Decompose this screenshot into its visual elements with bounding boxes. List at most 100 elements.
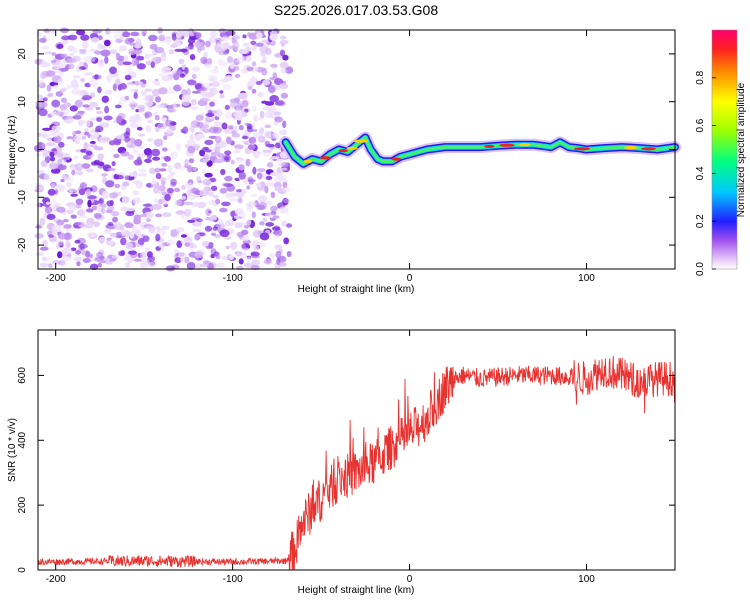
noise-speckle (248, 181, 254, 185)
noise-speckle (56, 43, 64, 49)
noise-speckle (242, 99, 249, 108)
noise-speckle (85, 188, 91, 197)
noise-speckle (259, 232, 270, 241)
noise-speckle (264, 124, 271, 129)
noise-speckle (45, 142, 56, 147)
noise-speckle (251, 46, 257, 51)
noise-speckle (107, 221, 114, 226)
noise-speckle (87, 232, 97, 238)
noise-speckle (224, 175, 233, 182)
colorbar-tick-label: 0.0 (695, 262, 706, 276)
noise-speckle (109, 232, 117, 237)
noise-speckle (264, 130, 272, 139)
noise-speckle (205, 208, 212, 216)
noise-speckle (94, 129, 101, 133)
noise-speckle (255, 42, 264, 47)
noise-speckle (73, 155, 79, 160)
noise-speckle (78, 66, 86, 70)
x-tick-label: 100 (578, 273, 595, 284)
noise-speckle (138, 168, 146, 174)
noise-speckle (227, 56, 234, 64)
noise-speckle (88, 79, 98, 87)
noise-speckle (121, 228, 126, 237)
noise-speckle (265, 175, 273, 181)
noise-speckle (123, 55, 129, 62)
noise-speckle (188, 36, 197, 40)
noise-speckle (78, 188, 86, 196)
noise-speckle (201, 82, 212, 89)
noise-speckle (155, 233, 161, 242)
noise-speckle (234, 73, 241, 78)
noise-speckle (129, 172, 135, 177)
noise-speckle (85, 107, 94, 111)
noise-speckle (49, 151, 55, 158)
noise-speckle (132, 197, 141, 205)
noise-speckle (277, 174, 287, 181)
noise-speckle (162, 212, 172, 218)
noise-speckle (225, 74, 234, 82)
noise-speckle (85, 150, 93, 156)
noise-speckle (234, 66, 240, 71)
noise-speckle (191, 201, 200, 208)
colorbar-tick-label: 0.4 (695, 166, 706, 180)
noise-speckle (155, 56, 162, 64)
noise-speckle (236, 103, 241, 112)
noise-speckle (195, 114, 204, 121)
noise-speckle (131, 226, 138, 233)
spectrogram-y-label: Frequency (Hz) (7, 116, 18, 185)
noise-speckle (215, 254, 221, 260)
noise-speckle (200, 56, 208, 64)
noise-speckle (124, 175, 130, 181)
noise-speckle (55, 203, 61, 208)
colorbar-tick-label: 0.6 (695, 118, 706, 132)
noise-speckle (157, 185, 166, 192)
noise-speckle (147, 119, 154, 124)
noise-speckle (194, 252, 204, 259)
noise-speckle (89, 263, 99, 270)
noise-speckle (176, 29, 185, 37)
noise-speckle (75, 130, 82, 134)
noise-speckle (93, 221, 100, 228)
noise-speckle (36, 169, 45, 175)
noise-speckle (34, 233, 44, 239)
spectrogram-noise (33, 26, 294, 272)
noise-speckle (55, 91, 63, 97)
noise-speckle (250, 193, 258, 198)
noise-speckle (214, 146, 221, 154)
noise-speckle (177, 251, 186, 260)
noise-speckle (40, 160, 48, 168)
noise-speckle (236, 265, 244, 271)
noise-speckle (210, 232, 217, 236)
noise-speckle (85, 250, 90, 258)
noise-speckle (152, 80, 160, 84)
noise-speckle (155, 213, 163, 218)
y-tick-label: 200 (17, 496, 28, 513)
noise-speckle (219, 187, 228, 194)
noise-speckle (180, 234, 187, 238)
noise-speckle (78, 110, 86, 115)
ridge-peak (518, 143, 531, 147)
noise-speckle (119, 83, 127, 90)
noise-speckle (194, 233, 201, 241)
noise-speckle (199, 189, 209, 197)
noise-speckle (113, 153, 120, 159)
noise-speckle (158, 34, 166, 42)
noise-speckle (238, 164, 245, 171)
noise-speckle (209, 30, 218, 38)
noise-speckle (274, 244, 283, 250)
noise-speckle (236, 252, 242, 257)
noise-speckle (68, 189, 74, 194)
noise-speckle (242, 42, 250, 47)
noise-speckle (274, 142, 282, 149)
noise-speckle (129, 42, 136, 46)
noise-speckle (208, 126, 219, 134)
noise-speckle (222, 182, 233, 187)
noise-speckle (184, 158, 189, 167)
noise-speckle (243, 224, 250, 229)
noise-speckle (72, 75, 81, 79)
noise-speckle (281, 179, 289, 183)
noise-speckle (52, 231, 59, 237)
noise-speckle (51, 125, 59, 134)
noise-speckle (270, 135, 280, 139)
